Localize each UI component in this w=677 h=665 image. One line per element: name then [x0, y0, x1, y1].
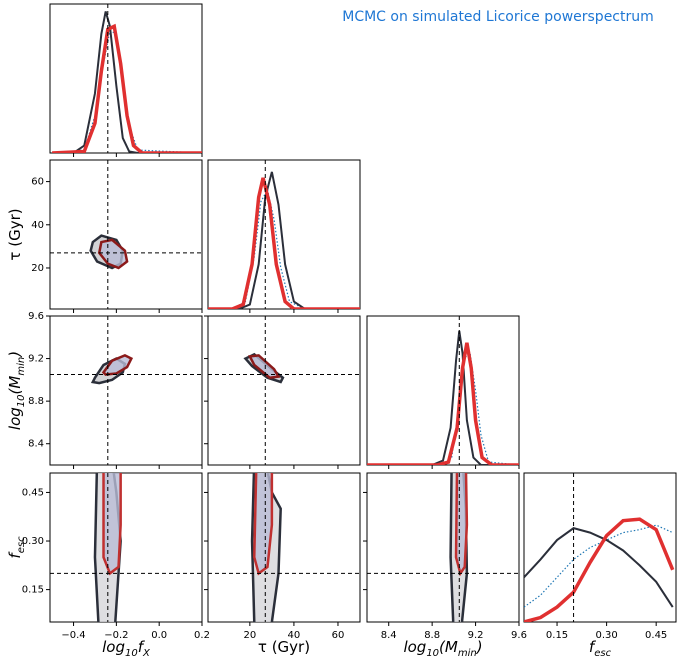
- label-part: τ (Gyr): [6, 208, 24, 260]
- panel-frame: [207, 472, 361, 623]
- label-part: ): [476, 638, 483, 656]
- panel-content: [52, 4, 202, 153]
- marginal-curve: [52, 23, 202, 153]
- x-axis-label: log10fX: [102, 638, 151, 659]
- marginal-curve: [208, 177, 360, 309]
- y-tick-label: 20: [31, 263, 44, 274]
- x-tick-label: 0.0: [151, 630, 167, 641]
- label-part: 10: [426, 648, 439, 659]
- marginal-curve: [524, 524, 673, 608]
- panel-content: [50, 316, 202, 465]
- x-tick-label: −0.4: [61, 630, 85, 641]
- x-tick-label: 0.45: [645, 630, 667, 641]
- chart-title: MCMC on simulated Licorice powerspectrum: [342, 9, 654, 25]
- x-axis-label: fesc: [589, 638, 612, 659]
- panel-content: [367, 316, 519, 465]
- panel-frame: [49, 472, 203, 623]
- label-part: 10: [125, 648, 138, 659]
- y-tick-label: 0.30: [22, 536, 44, 547]
- y-tick-label: 0.15: [22, 585, 44, 596]
- panel-frame: [49, 159, 203, 310]
- label-part: min: [16, 357, 27, 376]
- marginal-curve: [524, 527, 674, 608]
- marginal-curve: [367, 342, 519, 465]
- x-tick-label: 8.4: [381, 630, 397, 641]
- panel-content: [208, 316, 360, 465]
- label-part: (M: [439, 638, 458, 656]
- panel: [366, 315, 520, 469]
- y-tick-label: 0.45: [22, 487, 44, 498]
- y-tick-label: 60: [31, 177, 44, 188]
- x-axis-label: τ (Gyr): [258, 638, 310, 656]
- x-tick-label: 9.2: [468, 630, 484, 641]
- x-tick-label: 9.6: [511, 630, 527, 641]
- label-part: 10: [16, 394, 27, 407]
- panel-content: [208, 160, 360, 309]
- marginal-curve: [524, 517, 675, 622]
- panel-frame: [207, 315, 361, 466]
- y-tick-label: 8.8: [28, 396, 44, 407]
- panel: 8.4 8.8 9.2 9.6: [363, 472, 527, 641]
- label-part: τ (Gyr): [258, 638, 310, 656]
- label-part: ): [6, 351, 24, 358]
- contour: [454, 473, 469, 577]
- contour: [102, 473, 122, 576]
- panel: 20 40 60: [204, 472, 361, 641]
- x-tick-label: 0.30: [595, 630, 617, 641]
- y-tick-label: 40: [31, 220, 44, 231]
- panel-frame: [366, 472, 520, 623]
- panel: 20 40 60: [31, 159, 203, 313]
- panel: [49, 3, 203, 157]
- x-tick-label: −0.2: [104, 630, 128, 641]
- label-part: esc: [594, 648, 611, 659]
- label-part: log: [403, 638, 426, 656]
- y-tick-label: 9.2: [28, 354, 44, 365]
- contour: [97, 238, 129, 270]
- panel: −0.4 −0.2 0.0 0.2 0.15 0.30 0.45: [22, 472, 210, 641]
- panel-content: [367, 473, 519, 622]
- label-part: esc: [16, 536, 27, 553]
- panel: [204, 315, 361, 469]
- contour: [247, 354, 281, 380]
- y-tick-label: 8.4: [28, 439, 44, 450]
- label-part: log: [102, 638, 125, 656]
- panel-content: [50, 473, 202, 622]
- panel: [207, 159, 361, 313]
- label-part: min: [458, 648, 477, 659]
- x-tick-label: 60: [332, 630, 345, 641]
- label-part: (M: [6, 376, 24, 395]
- contour: [253, 473, 274, 576]
- label-part: f: [138, 638, 146, 656]
- panel-content: [208, 473, 360, 622]
- y-axis-label: log10(Mmin): [6, 351, 27, 430]
- label-part: f: [589, 638, 597, 656]
- y-axis-label: fesc: [6, 536, 27, 559]
- panel-frame: [49, 315, 203, 466]
- label-part: X: [142, 648, 151, 659]
- panel-frame: [49, 3, 203, 154]
- x-tick-label: 20: [243, 630, 256, 641]
- x-tick-label: 40: [288, 630, 301, 641]
- x-tick-label: 0.15: [546, 630, 568, 641]
- label-part: f: [6, 551, 24, 559]
- label-part: log: [6, 407, 24, 430]
- panel: 0.15 0.30 0.45: [523, 472, 677, 641]
- marginal-curve: [208, 171, 360, 309]
- panel-content: [524, 473, 675, 622]
- panel-content: [50, 160, 202, 309]
- x-tick-label: 8.8: [424, 630, 440, 641]
- panel-frame: [207, 159, 361, 310]
- panel: 8.4 8.8 9.2 9.6: [28, 311, 203, 469]
- panel-frame: [366, 315, 520, 466]
- x-axis-label: log10(Mmin): [403, 638, 482, 659]
- x-tick-label: 0.2: [194, 630, 210, 641]
- y-axis-label: τ (Gyr): [6, 208, 24, 260]
- y-tick-label: 9.6: [28, 311, 44, 322]
